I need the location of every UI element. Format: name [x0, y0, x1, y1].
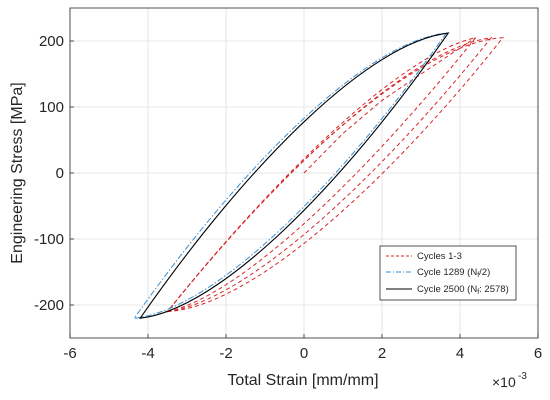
x-tick-label: -4 [141, 345, 154, 362]
x-tick-label: -6 [63, 345, 76, 362]
x-scale-exponent: -3 [518, 371, 527, 382]
axes-frame [69, 7, 539, 339]
legend-label-cycle-2500: Cycle 2500 (Nf: 2578) [417, 284, 509, 296]
legend-box [379, 245, 517, 301]
y-tick-label: 0 [56, 165, 64, 182]
legend-label-cycles-1-3: Cycles 1-3 [417, 251, 462, 262]
x-tick-label: 6 [534, 345, 542, 362]
x-tick-label: 2 [378, 345, 386, 362]
x-tick-label: -2 [219, 345, 232, 362]
loop-curve [139, 32, 450, 319]
legend: Cycles 1-3 Cycle 1289 (Nf/2) Cycle 2500 … [379, 245, 517, 301]
loop-curve [166, 36, 477, 313]
x-scale-base: ×10 [492, 374, 516, 390]
y-axis-label: Engineering Stress [MPa] [9, 82, 26, 263]
loop-curve [166, 37, 504, 313]
x-tick-label: 4 [456, 345, 464, 362]
initial-loading-curve [303, 37, 476, 174]
series-cycles-1-3 [166, 36, 504, 313]
x-scale-factor: ×10 -3 [492, 371, 527, 390]
x-axis-label: Total Strain [mm/mm] [227, 372, 378, 389]
plot-area [133, 32, 504, 319]
y-tick-label: 100 [39, 99, 64, 116]
x-tick-label: 0 [300, 345, 308, 362]
y-tick-label: -100 [34, 231, 64, 248]
axes: -6 -4 -2 0 2 4 6 -200 -100 0 100 200 [34, 7, 542, 362]
y-tick-label: -200 [34, 297, 64, 314]
y-tick-label: 200 [39, 33, 64, 50]
legend-label-cycle-1289: Cycle 1289 (Nf/2) [417, 267, 490, 279]
series-cycle-2500-n-f-2578- [139, 32, 450, 319]
